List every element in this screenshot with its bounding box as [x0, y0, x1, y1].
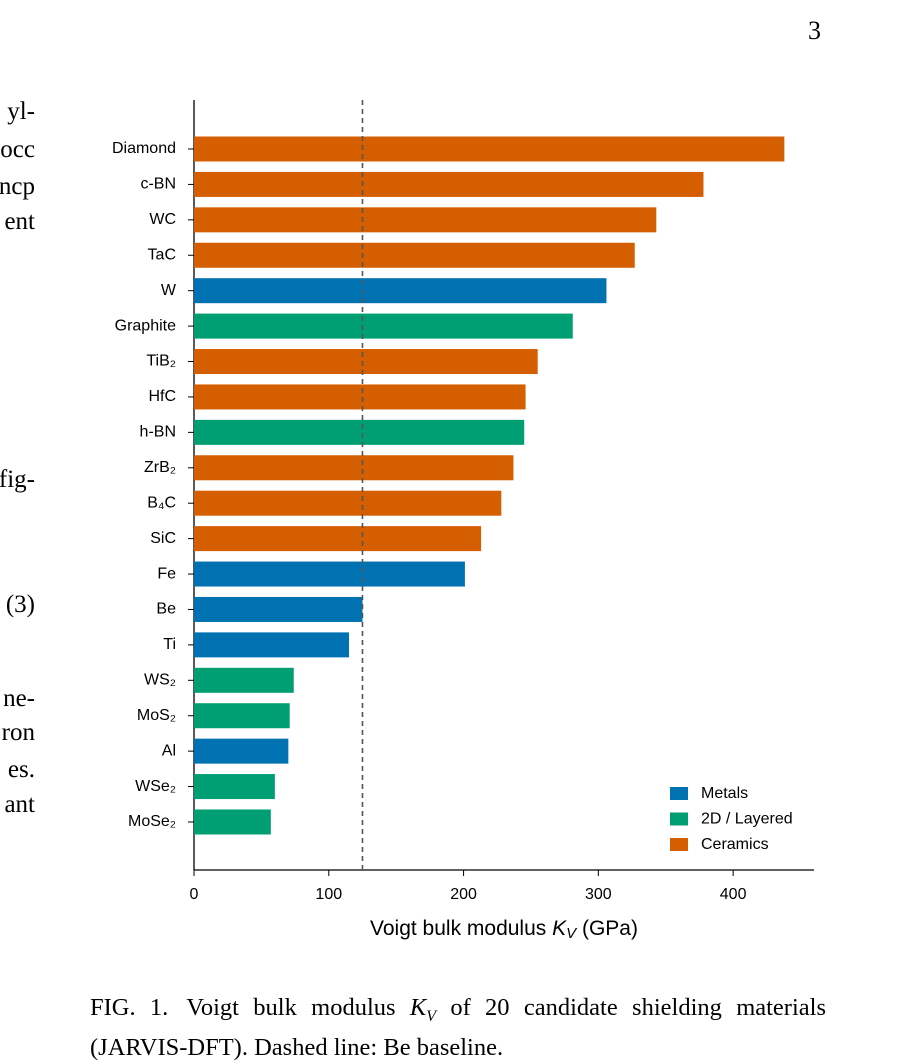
- caption-subscript: V: [426, 1007, 436, 1025]
- bar: [194, 561, 465, 587]
- bar: [194, 596, 363, 622]
- text-fragment: fig-: [0, 466, 35, 493]
- chart: Voigt bulk modulus KV (GPa) 0 100 200 300 40…: [112, 100, 814, 942]
- y-tick-label: WSe₂: [135, 778, 176, 795]
- legend-swatch: [670, 812, 688, 826]
- y-tick-label: Fe: [157, 565, 176, 582]
- y-tick-label: WC: [149, 211, 176, 228]
- bar: [194, 242, 635, 268]
- y-tick-label: HfC: [148, 388, 176, 405]
- bar: [194, 526, 482, 552]
- bar: [194, 171, 704, 197]
- y-tick-label: SiC: [150, 530, 176, 547]
- x-axis-label: Voigt bulk modulus KV (GPa): [370, 917, 638, 942]
- x-tick-label: 0: [190, 886, 199, 903]
- caption-label: FIG. 1.: [90, 994, 169, 1021]
- page-number: 3: [808, 16, 821, 45]
- legend-label: Ceramics: [701, 836, 769, 853]
- y-tick-label: TaC: [148, 246, 176, 263]
- y-tick-label: MoSe₂: [128, 813, 176, 830]
- bar: [194, 136, 785, 162]
- x-tick-label: 400: [720, 886, 747, 903]
- y-tick-label: Al: [162, 742, 176, 759]
- y-tick-label: MoS₂: [137, 707, 176, 724]
- text-fragment: (3): [5, 591, 35, 618]
- bar: [194, 455, 514, 481]
- legend-swatch: [670, 787, 688, 800]
- caption-text: Voigt bulk modulus: [186, 994, 410, 1021]
- x-tick-label: 200: [450, 886, 477, 903]
- bar: [194, 278, 607, 304]
- bar: [194, 809, 271, 835]
- bar: [194, 738, 289, 764]
- text-fragment: ant: [4, 791, 35, 818]
- x-label-text: Voigt bulk modulus: [370, 917, 552, 940]
- bar: [194, 703, 290, 729]
- y-tick-label: Ti: [163, 636, 176, 653]
- y-tick-label: WS₂: [144, 672, 176, 689]
- text-fragment: ncp: [0, 173, 35, 200]
- bar: [194, 419, 525, 445]
- bar: [194, 774, 275, 800]
- y-tick-label: Graphite: [115, 317, 176, 334]
- text-fragment: ne-: [3, 685, 35, 712]
- y-tick-label: h-BN: [140, 424, 176, 441]
- x-label-text: (GPa): [576, 917, 638, 940]
- legend-label: 2D / Layered: [701, 811, 793, 828]
- text-fragment: occ: [0, 136, 35, 163]
- bar: [194, 667, 294, 693]
- caption: FIG. 1. Voigt bulk modulus KV of 20 candi…: [90, 992, 826, 1063]
- bar: [194, 349, 538, 375]
- legend-swatch: [670, 838, 688, 851]
- y-tick-label: Be: [156, 601, 176, 618]
- caption-symbol: K: [409, 994, 427, 1021]
- y-tick-label: ZrB₂: [144, 459, 176, 476]
- y-tick-label: Diamond: [112, 140, 176, 157]
- x-tick-label: 100: [315, 886, 342, 903]
- x-label-subscript: V: [566, 925, 578, 942]
- text-fragment: ron: [1, 719, 35, 746]
- legend-label: Metals: [701, 785, 748, 802]
- y-tick-label: c-BN: [140, 176, 176, 193]
- bar: [194, 490, 502, 516]
- bar: [194, 632, 349, 658]
- x-tick-label: 300: [585, 886, 612, 903]
- y-tick-label: B₄C: [147, 494, 176, 511]
- y-tick-label: TiB₂: [146, 353, 176, 370]
- bar: [194, 384, 526, 410]
- bar: [194, 207, 657, 233]
- text-fragment: yl-: [7, 98, 35, 125]
- x-label-symbol: K: [552, 917, 567, 940]
- text-fragment: es.: [7, 756, 35, 783]
- text-fragment: ent: [4, 208, 35, 235]
- y-tick-label: W: [161, 282, 177, 299]
- bar: [194, 313, 573, 339]
